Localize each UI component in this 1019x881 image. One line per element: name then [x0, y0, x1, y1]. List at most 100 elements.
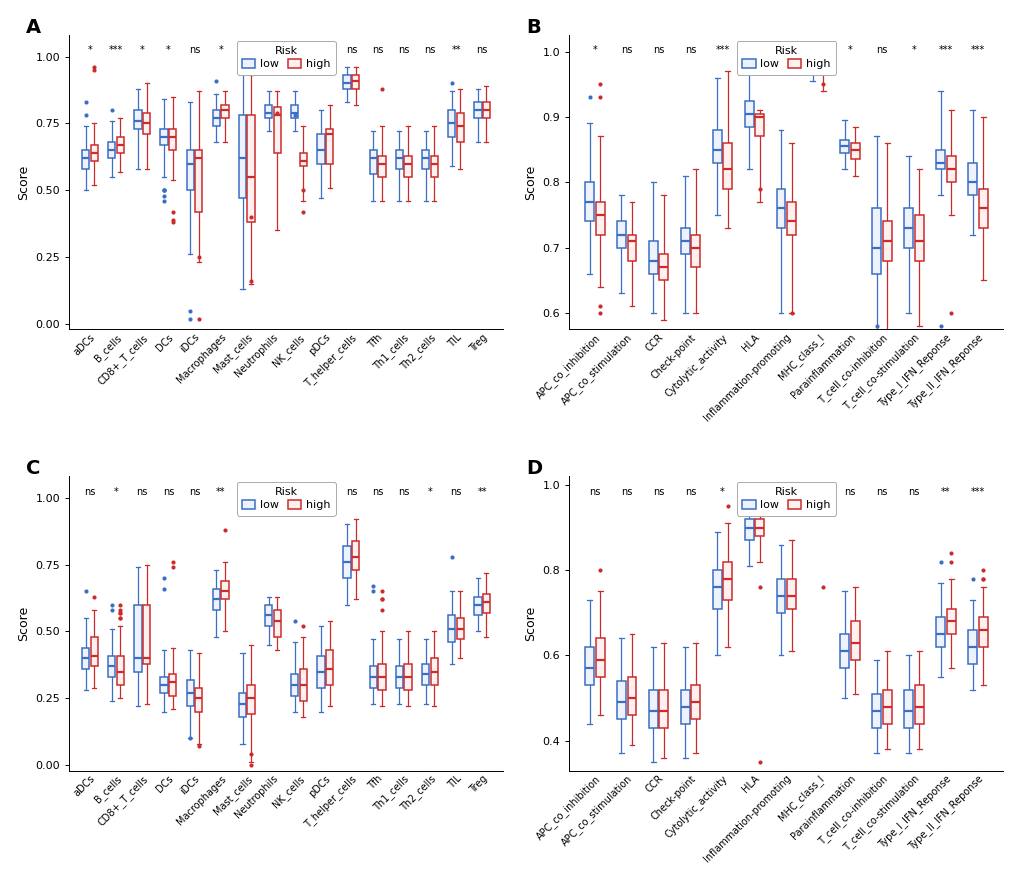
Bar [840, 634, 849, 668]
Bar [221, 581, 228, 599]
Bar [369, 150, 377, 174]
Text: ns: ns [345, 486, 357, 497]
Legend: low, high: low, high [736, 482, 835, 515]
Bar [108, 655, 115, 677]
Text: ***: *** [291, 46, 306, 56]
Bar [871, 693, 880, 728]
Bar [722, 561, 732, 600]
Bar [248, 115, 255, 222]
Bar [169, 129, 176, 150]
Bar [343, 75, 351, 89]
Bar [627, 677, 636, 715]
Bar [616, 221, 626, 248]
Bar [273, 107, 280, 152]
Y-axis label: Score: Score [524, 165, 536, 200]
Bar [946, 609, 955, 634]
Bar [680, 228, 689, 254]
Text: ns: ns [162, 486, 174, 497]
Text: ns: ns [137, 486, 148, 497]
Bar [160, 677, 167, 693]
Bar [290, 105, 299, 118]
Bar [82, 648, 90, 669]
Text: **: ** [450, 46, 461, 56]
Text: ns: ns [621, 486, 632, 497]
Bar [744, 100, 753, 127]
Bar [775, 189, 785, 228]
Bar [447, 616, 454, 642]
Bar [474, 596, 481, 616]
Bar [326, 650, 333, 685]
Bar [627, 234, 636, 261]
Bar [754, 519, 763, 536]
Bar [882, 221, 891, 261]
Bar [840, 140, 849, 152]
Bar [967, 630, 976, 664]
Bar [977, 617, 986, 647]
Text: ns: ns [621, 46, 632, 56]
Bar [116, 137, 124, 152]
Text: ns: ns [449, 486, 462, 497]
Y-axis label: Score: Score [16, 165, 30, 200]
Text: *: * [88, 46, 92, 56]
Bar [195, 150, 203, 211]
Bar [457, 113, 464, 142]
Bar [658, 254, 667, 280]
Bar [326, 129, 333, 164]
Bar [378, 663, 385, 691]
Text: ns: ns [476, 46, 487, 56]
Bar [160, 129, 167, 144]
Bar [946, 156, 955, 182]
Bar [691, 685, 700, 720]
Bar [290, 674, 299, 696]
Bar [808, 64, 816, 71]
Text: ns: ns [748, 46, 759, 56]
Bar [787, 202, 795, 234]
Bar [195, 687, 203, 712]
Text: ns: ns [652, 486, 663, 497]
Text: ns: ns [372, 46, 383, 56]
Bar [395, 150, 403, 169]
Legend: low, high: low, high [736, 41, 835, 75]
Bar [775, 579, 785, 613]
Bar [404, 156, 412, 177]
Bar [369, 666, 377, 687]
Bar [648, 690, 657, 728]
Bar [395, 666, 403, 687]
Bar [914, 685, 923, 723]
Bar [914, 215, 923, 261]
Text: **: ** [477, 486, 486, 497]
Text: ns: ns [844, 486, 855, 497]
Bar [108, 142, 115, 159]
Bar [903, 690, 912, 728]
Bar [135, 110, 142, 129]
Bar [430, 156, 437, 177]
Bar [474, 102, 481, 118]
Bar [143, 604, 150, 663]
Bar [754, 114, 763, 137]
Bar [300, 152, 307, 167]
Text: **: ** [216, 486, 225, 497]
Bar [680, 690, 689, 723]
Y-axis label: Score: Score [16, 606, 30, 641]
Bar [871, 209, 880, 274]
Text: **: ** [941, 486, 950, 497]
Text: ***: *** [239, 46, 254, 56]
Bar [343, 546, 351, 578]
Bar [430, 658, 437, 685]
Text: ns: ns [652, 46, 663, 56]
Text: *: * [218, 46, 223, 56]
Text: ns: ns [319, 486, 330, 497]
Text: *: * [323, 46, 327, 56]
Text: ***: *** [714, 46, 729, 56]
Text: ns: ns [812, 486, 823, 497]
Text: B: B [526, 18, 540, 36]
Text: ns: ns [684, 46, 696, 56]
Legend: low, high: low, high [236, 41, 335, 75]
Text: ns: ns [684, 486, 696, 497]
Text: ns: ns [240, 486, 253, 497]
Bar [91, 637, 98, 666]
Bar [935, 150, 945, 169]
Bar [91, 144, 98, 161]
Text: *: * [592, 46, 596, 56]
Bar [248, 685, 255, 714]
